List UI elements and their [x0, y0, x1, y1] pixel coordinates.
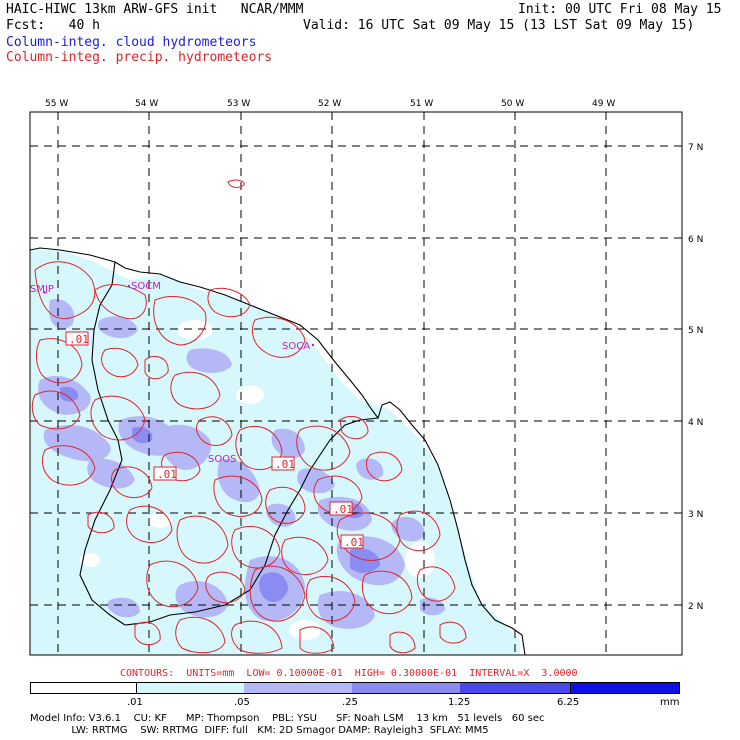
- plot-title: HAIC-HIWC 13km ARW-GFS init NCAR/MMM: [6, 2, 304, 17]
- station-markers: [43, 285, 314, 346]
- colorbar-level: .05: [234, 697, 250, 708]
- lat-label: 5 N: [688, 326, 703, 336]
- colorbar-level: 1.25: [448, 697, 471, 708]
- station-smjp: SMJP: [30, 284, 54, 295]
- lat-label: 6 N: [688, 235, 703, 245]
- colorbar-cell: [352, 682, 460, 694]
- contour-label: .01: [69, 333, 89, 346]
- precip-contours: [31, 179, 467, 654]
- forecast-hour: Fcst: 40 h: [6, 18, 100, 33]
- colorbar-units: mm: [660, 697, 680, 708]
- colorbar-cell: [460, 682, 570, 694]
- lon-label: 52 W: [318, 99, 341, 109]
- legend-cloud-hydrometeors: Column-integ. cloud hydrometeors: [6, 35, 257, 50]
- contour-label: .01: [275, 458, 295, 471]
- contour-label: .01: [344, 536, 364, 549]
- lat-axis-labels: 7 N 6 N 5 N 4 N 3 N 2 N: [688, 143, 703, 612]
- contour-label: .01: [333, 503, 353, 516]
- station-socm: SOCM: [131, 281, 161, 292]
- lon-axis-labels: 55 W 54 W 53 W 52 W 51 W 50 W 49 W: [45, 99, 615, 109]
- lon-label: 54 W: [135, 99, 158, 109]
- colorbar-cell: [137, 682, 244, 694]
- colorbar-cell: [570, 682, 680, 694]
- lat-label: 2 N: [688, 602, 703, 612]
- valid-time: Valid: 16 UTC Sat 09 May 15 (13 LST Sat …: [303, 18, 695, 33]
- contour-label-boxes: [65, 331, 364, 549]
- colorbar-level: .25: [342, 697, 358, 708]
- model-info-line2: LW: RRTMG SW: RRTMG DIFF: full KM: 2D Sm…: [30, 725, 489, 736]
- map-frame: [29, 111, 683, 656]
- station-soca: SOCA: [282, 341, 310, 352]
- legend-precip-hydrometeors: Column-integ. precip. hydrometeors: [6, 50, 273, 65]
- contour-label: .01: [157, 468, 177, 481]
- init-time: Init: 00 UTC Fri 08 May 15: [518, 2, 722, 17]
- lat-label: 3 N: [688, 510, 703, 520]
- model-info-line1: Model Info: V3.6.1 CU: KF MP: Thompson P…: [30, 713, 545, 724]
- lon-label: 49 W: [592, 99, 615, 109]
- colorbar-cell: [30, 682, 137, 694]
- cloud-hydrometeor-shading: [30, 250, 520, 655]
- contour-label-texts: .01 .01 .01 .01 .01: [69, 333, 364, 549]
- lat-label: 4 N: [688, 418, 703, 428]
- lon-label: 50 W: [501, 99, 524, 109]
- colorbar-cell: [244, 682, 352, 694]
- lon-label: 55 W: [45, 99, 68, 109]
- station-labels: SMJP SOCM SOCA SOOS: [30, 281, 310, 465]
- lat-label: 7 N: [688, 143, 703, 153]
- lon-label: 51 W: [410, 99, 433, 109]
- colorbar-level: .01: [127, 697, 143, 708]
- colorbar-level: 6.25: [557, 697, 580, 708]
- lon-label: 53 W: [227, 99, 250, 109]
- station-soos: SOOS: [208, 454, 236, 465]
- contours-info: CONTOURS: UNITS=mm LOW= 0.10000E-01 HIGH…: [120, 668, 578, 679]
